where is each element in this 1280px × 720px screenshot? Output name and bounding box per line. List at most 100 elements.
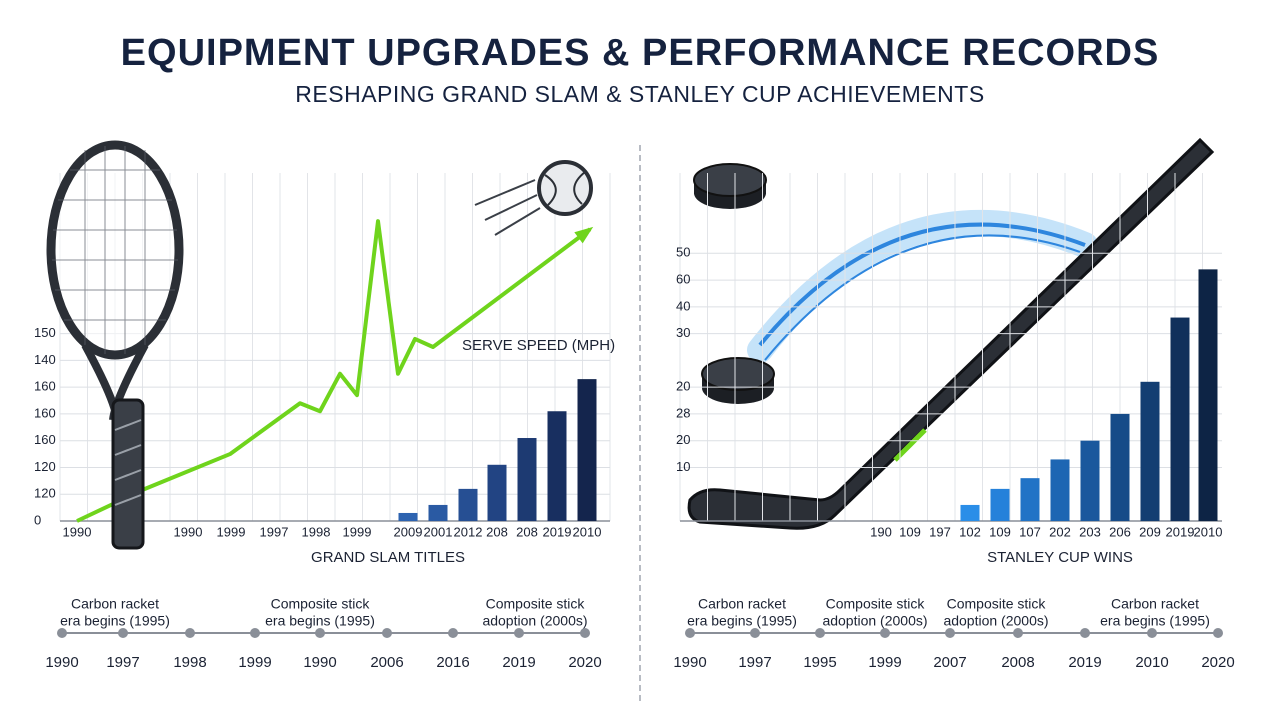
timeline-note: Composite stick — [271, 596, 371, 612]
bar — [1020, 478, 1040, 521]
timeline-year: 2016 — [436, 654, 469, 671]
bar — [398, 512, 418, 521]
x-tick-label: 2010 — [573, 524, 602, 539]
bar — [547, 411, 567, 521]
bar — [577, 379, 597, 521]
line-legend: SERVE SPEED (MPH) — [462, 337, 615, 354]
timeline-year: 1999 — [238, 654, 271, 671]
bar — [487, 464, 507, 521]
x-tick-label: 2001 — [424, 524, 453, 539]
bar — [1050, 459, 1070, 521]
x-tick-label: 1990 — [63, 524, 92, 539]
x-axis-title: STANLEY CUP WINS — [987, 549, 1133, 566]
timeline-dot — [185, 628, 195, 638]
timeline-note: era begins (1995) — [1100, 613, 1210, 629]
timeline-year: 2008 — [1001, 654, 1034, 671]
bar — [1080, 440, 1100, 521]
x-tick-label: 208 — [516, 524, 538, 539]
bar — [1170, 317, 1190, 521]
y-tick-label: 28 — [676, 405, 690, 420]
y-tick-label: 30 — [676, 325, 690, 340]
x-tick-label: 2010 — [1194, 524, 1223, 539]
timeline-note: adoption (2000s) — [943, 613, 1048, 629]
timeline-year: 1997 — [106, 654, 139, 671]
timeline-year: 2020 — [568, 654, 601, 671]
timeline-dot — [382, 628, 392, 638]
timeline-year: 2006 — [370, 654, 403, 671]
timeline-dot — [1080, 628, 1090, 638]
bar — [1198, 269, 1218, 521]
x-tick-label: 109 — [989, 524, 1011, 539]
timeline-year: 2007 — [933, 654, 966, 671]
bar — [1110, 413, 1130, 521]
x-tick-label: 1999 — [217, 524, 246, 539]
timeline-dot — [514, 628, 524, 638]
timeline-note: era begins (1995) — [265, 613, 375, 629]
timeline-note: Composite stick — [826, 596, 926, 612]
y-tick-label: 0 — [34, 512, 41, 527]
timeline-dot — [815, 628, 825, 638]
timeline-dot — [1147, 628, 1157, 638]
x-tick-label: 203 — [1079, 524, 1101, 539]
tennis-illustration — [46, 140, 593, 550]
charts: 0 120 120 160 160 160 140 150 1990 1990 1999 1997 19… — [34, 173, 1235, 671]
x-tick-label: 190 — [870, 524, 892, 539]
bar — [517, 438, 537, 521]
timeline-dot — [448, 628, 458, 638]
y-tick-label: 20 — [676, 432, 690, 447]
x-tick-label: 206 — [1109, 524, 1131, 539]
x-tick-label: 2019 — [1166, 524, 1195, 539]
x-tick-label: 107 — [1019, 524, 1041, 539]
timeline-year: 2019 — [1068, 654, 1101, 671]
timeline-note: Composite stick — [947, 596, 1047, 612]
y-tick-label: 10 — [676, 459, 690, 474]
x-tick-label: 2019 — [543, 524, 572, 539]
timeline-note: era begins (1995) — [687, 613, 797, 629]
x-tick-label: 202 — [1049, 524, 1071, 539]
timeline-year: 1990 — [45, 654, 78, 671]
y-tick-label: 120 — [34, 486, 56, 501]
x-tick-label: 1990 — [174, 524, 203, 539]
timeline-note: adoption (2000s) — [822, 613, 927, 629]
x-tick-label: 209 — [1139, 524, 1161, 539]
x-tick-label: 102 — [959, 524, 981, 539]
timeline-note: adoption (2000s) — [482, 613, 587, 629]
timeline-year: 1999 — [868, 654, 901, 671]
timeline-dot — [57, 628, 67, 638]
timeline-year: 1990 — [673, 654, 706, 671]
y-tick-label: 160 — [34, 405, 56, 420]
timeline-dot — [250, 628, 260, 638]
timeline-dot — [945, 628, 955, 638]
timeline-dot — [1213, 628, 1223, 638]
y-tick-label: 60 — [676, 272, 690, 287]
y-tick-label: 160 — [34, 432, 56, 447]
timeline-dot — [750, 628, 760, 638]
y-tick-label: 160 — [34, 379, 56, 394]
timeline-year: 1997 — [738, 654, 771, 671]
x-tick-label: 197 — [929, 524, 951, 539]
bar — [458, 488, 478, 521]
y-tick-label: 120 — [34, 459, 56, 474]
page-subtitle: RESHAPING GRAND SLAM & STANLEY CUP ACHIE… — [295, 81, 984, 107]
bar — [990, 488, 1010, 521]
y-tick-label: 50 — [676, 245, 690, 260]
bar — [960, 504, 980, 521]
x-axis-title: GRAND SLAM TITLES — [311, 549, 465, 566]
x-tick-label: 2012 — [454, 524, 483, 539]
line-arrowhead — [574, 226, 594, 244]
timeline-year: 2019 — [502, 654, 535, 671]
hockey-illustration — [687, 137, 1215, 530]
x-tick-label: 2009 — [394, 524, 423, 539]
timeline-year: 1995 — [803, 654, 836, 671]
x-tick-label: 208 — [486, 524, 508, 539]
timeline-note: Composite stick — [486, 596, 586, 612]
timeline-year: 1990 — [303, 654, 336, 671]
timeline-dot — [118, 628, 128, 638]
timeline-note: Carbon racket — [1111, 596, 1199, 612]
x-tick-label: 1998 — [302, 524, 331, 539]
x-tick-label: 1999 — [343, 524, 372, 539]
timeline-year: 2020 — [1201, 654, 1234, 671]
timeline-note: Carbon racket — [698, 596, 786, 612]
bar — [1140, 381, 1160, 521]
